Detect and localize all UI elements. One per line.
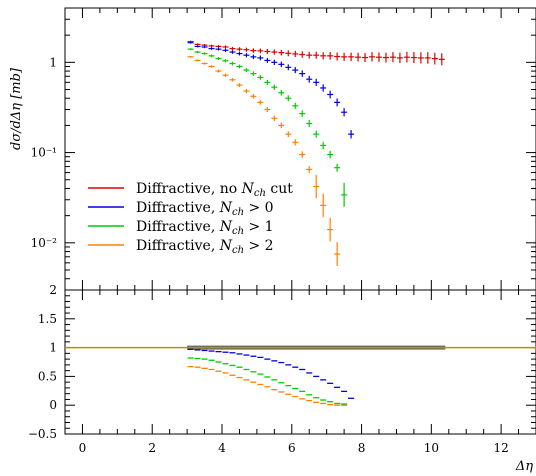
x-tick-label: 8 <box>358 441 366 455</box>
x-tick-label: 6 <box>288 441 296 455</box>
ratio-y-tick-label: 1 <box>49 341 57 355</box>
ratio-y-tick-label: 1.5 <box>38 312 57 326</box>
legend-entry: Diffractive, Nch > 0 <box>136 200 274 218</box>
x-tick-label: 2 <box>148 441 156 455</box>
series <box>187 48 348 207</box>
ratio-y-tick-label: −0.5 <box>28 427 57 441</box>
main-y-tick-label: 1 <box>49 55 57 69</box>
x-tick-label: 0 <box>79 441 87 455</box>
series <box>187 40 445 66</box>
main-y-tick-label: 10⁻² <box>31 236 58 250</box>
legend-entry: Diffractive, Nch > 1 <box>136 219 274 237</box>
main-panel: 1 10⁻¹ 10⁻² dσ/dΔη [mb] <box>9 7 536 291</box>
ratio-y-tick-label: 0 <box>49 398 57 412</box>
ratio-y-tick-label: 0.5 <box>38 369 57 383</box>
x-tick-label: 12 <box>493 441 508 455</box>
ratio-series <box>187 357 348 405</box>
ratio-panel: 0 2 4 6 8 10 12 2 1.5 1 0.5 0 −0.5 Δη <box>28 283 536 474</box>
ratio-series <box>187 365 348 406</box>
x-axis-label: Δη <box>515 459 533 474</box>
series <box>187 56 341 267</box>
x-tick-label: 10 <box>424 441 439 455</box>
ratio-frame <box>64 289 536 435</box>
legend-entry: Diffractive, no Nch cut <box>136 181 293 199</box>
ratio-series <box>187 348 355 399</box>
legend-entry: Diffractive, Nch > 2 <box>136 238 274 256</box>
y-axis-label: dσ/dΔη [mb] <box>9 67 24 150</box>
ratio-y-tick-label: 2 <box>49 283 57 297</box>
x-tick-label: 4 <box>218 441 226 455</box>
series <box>187 41 355 139</box>
main-y-tick-label: 10⁻¹ <box>31 146 57 160</box>
